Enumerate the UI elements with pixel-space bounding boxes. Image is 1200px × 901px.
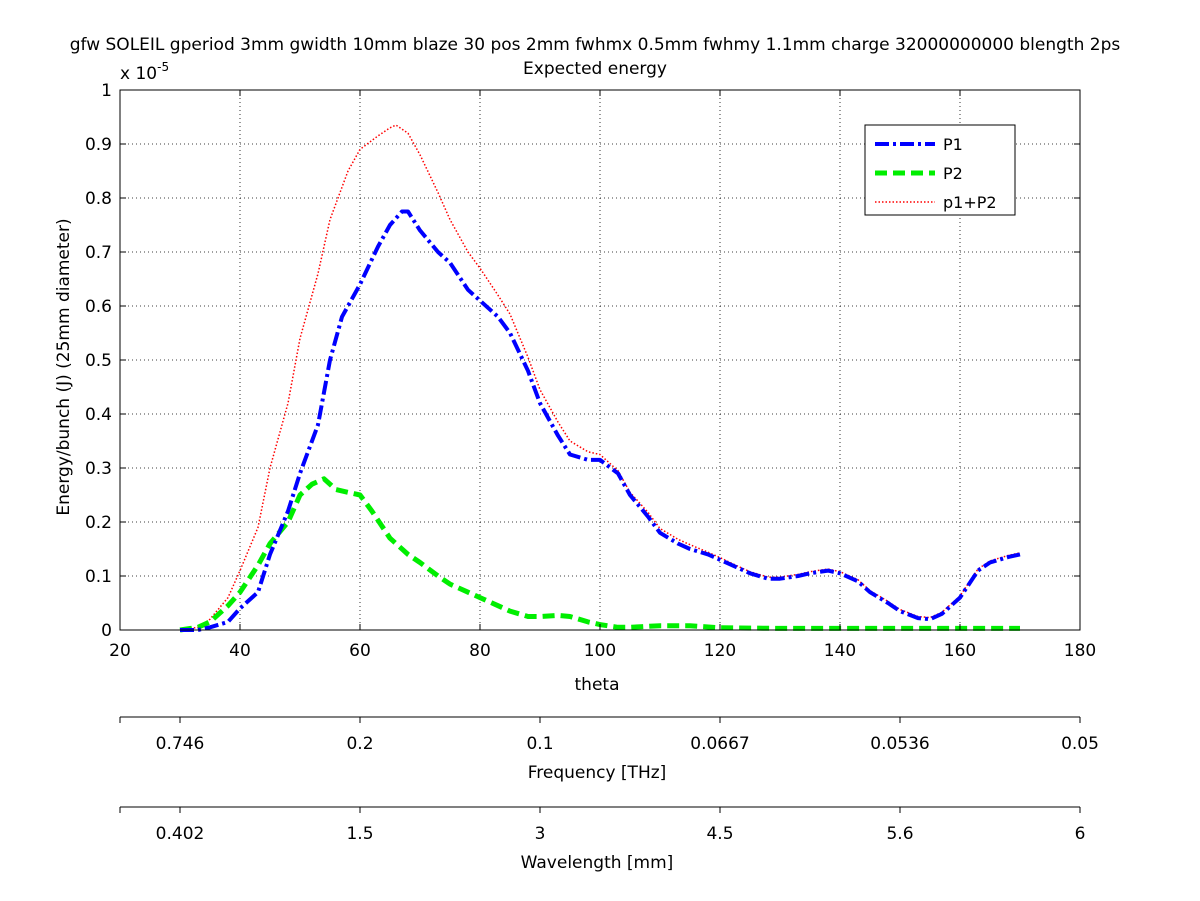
y-tick-label: 0.1 (85, 567, 112, 587)
series-line-p1 (180, 209, 1021, 632)
grid-lines (120, 90, 1080, 630)
secondary-tick-label: 0.05 (1061, 734, 1099, 754)
legend-entry-label: p1+P2 (943, 193, 997, 212)
y-tick-label: 1 (101, 81, 112, 101)
legend-entry-label: P1 (943, 135, 963, 154)
x-tick-label: 60 (349, 641, 371, 661)
x-tick-label: 20 (109, 641, 131, 661)
secondary-tick-label: 0.746 (156, 734, 205, 754)
x-tick-label: 40 (229, 641, 251, 661)
secondary-tick-label: 1.5 (346, 824, 373, 844)
x-tick-label: 120 (704, 641, 736, 661)
y-tick-label: 0.4 (85, 405, 112, 425)
secondary-tick-label: 6 (1075, 824, 1086, 844)
secondary-tick-label: 0.0536 (870, 734, 929, 754)
x-tick-label: 100 (584, 641, 616, 661)
y-exponent-label: x 10-5 (120, 60, 169, 84)
y-tick-label: 0.5 (85, 351, 112, 371)
y-axis-label: Energy/bunch (J) (25mm diameter) (54, 218, 74, 515)
y-tick-label: 0 (101, 621, 112, 641)
x-tick-label: 160 (944, 641, 976, 661)
secondary-tick-label: 4.5 (706, 824, 733, 844)
secondary-axis-label: Wavelength [mm] (521, 853, 674, 873)
secondary-axes: 0.746 0.2 0.1 0.0667 0.0536 0.05 Frequency [TH… (119, 716, 1099, 873)
y-tick-label: 0.3 (85, 459, 112, 479)
legend-entry-label: P2 (943, 164, 963, 183)
x-tick-label: 140 (824, 641, 856, 661)
y-tick-label: 0.9 (85, 135, 112, 155)
series-lines (179, 124, 1021, 633)
y-exponent-power: -5 (157, 60, 169, 74)
secondary-tick-label: 3 (535, 824, 546, 844)
chart-title: gfw SOLEIL gperiod 3mm gwidth 10mm blaze… (70, 35, 1121, 55)
legend: P1 P2 p1+P2 (864, 124, 1016, 216)
y-tick-label: 0.6 (85, 297, 112, 317)
y-tick-label: 0.7 (85, 243, 112, 263)
secondary-axis-label: Frequency [THz] (528, 763, 667, 783)
x-axis-label: theta (575, 675, 620, 695)
secondary-tick-label: 5.6 (886, 824, 913, 844)
axis-ticks: 20 40 60 80 100 120 140 160 180 0 0.1 0.2 0.3 0.4 0.5 0… (85, 81, 1096, 661)
chart-subtitle: Expected energy (523, 59, 667, 79)
x-tick-label: 180 (1064, 641, 1096, 661)
y-exponent-base: x 10 (120, 64, 157, 84)
y-tick-label: 0.8 (85, 189, 112, 209)
secondary-tick-label: 0.402 (156, 824, 205, 844)
secondary-tick-label: 0.1 (526, 734, 553, 754)
x-tick-label: 80 (469, 641, 491, 661)
legend-box (864, 124, 1016, 216)
secondary-tick-label: 0.0667 (690, 734, 749, 754)
y-tick-label: 0.2 (85, 513, 112, 533)
secondary-tick-label: 0.2 (346, 734, 373, 754)
